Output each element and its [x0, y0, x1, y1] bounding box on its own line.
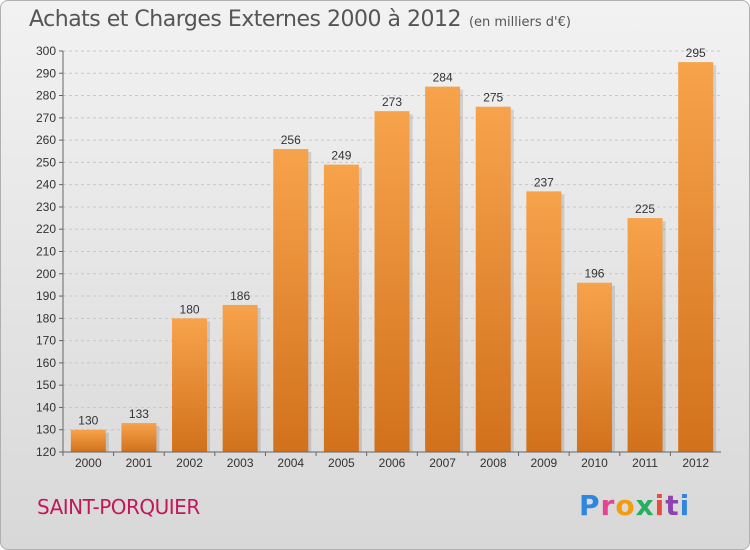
y-tick-label: 140	[36, 400, 56, 414]
y-tick-label: 280	[36, 89, 56, 103]
bar	[576, 282, 612, 452]
x-tick-label: 2005	[328, 456, 355, 470]
bar	[172, 318, 208, 452]
logo-letter: t	[665, 489, 680, 522]
data-label: 256	[281, 133, 301, 147]
logo-letter: i	[679, 489, 691, 522]
y-axis-ticks: 120 130 140 150 160 170 180 190 200 210 220 230 240 2…	[36, 44, 63, 459]
logo-letter: i	[654, 489, 666, 522]
y-tick-label: 300	[36, 44, 56, 58]
bars	[70, 62, 717, 453]
data-label: 295	[686, 46, 706, 60]
bar	[70, 429, 106, 452]
commune-name: SAINT-PORQUIER	[37, 495, 200, 519]
y-tick-label: 250	[36, 155, 56, 169]
x-tick-label: 2012	[682, 456, 709, 470]
data-label: 225	[635, 202, 655, 216]
y-tick-label: 170	[36, 334, 56, 348]
bar	[273, 149, 309, 452]
chart-title-text: Achats et Charges Externes 2000 à 2012	[29, 7, 461, 32]
x-tick-label: 2010	[581, 456, 608, 470]
bar	[425, 86, 461, 453]
bar	[222, 304, 258, 452]
x-tick-label: 2008	[480, 456, 507, 470]
x-tick-label: 2011	[632, 456, 658, 470]
y-tick-label: 290	[36, 66, 56, 80]
y-tick-label: 180	[36, 311, 56, 325]
x-tick-label: 2006	[379, 456, 406, 470]
x-axis-ticks: 2000 2001 2002 2003 2004 2005 2006 2007 2008 2009…	[62, 452, 709, 470]
data-label: 133	[129, 407, 149, 421]
data-label: 284	[433, 71, 453, 85]
x-tick-label: 2003	[227, 456, 254, 470]
logo-letter: P	[579, 489, 601, 522]
data-label: 275	[483, 91, 503, 105]
bar	[475, 106, 511, 452]
data-label: 249	[331, 149, 351, 163]
bar	[526, 191, 562, 452]
logo-letter: x	[635, 489, 655, 522]
chart-unit: (en milliers d'€)	[468, 15, 571, 30]
y-tick-label: 240	[36, 178, 56, 192]
y-tick-label: 160	[36, 356, 56, 370]
bar	[323, 164, 359, 452]
data-label: 130	[78, 414, 98, 428]
bar	[627, 218, 663, 452]
y-tick-label: 270	[36, 111, 56, 125]
data-labels: 130 133 180 186 256 249 273 284 275 237 196 225 295	[78, 46, 706, 428]
y-tick-label: 260	[36, 133, 56, 147]
bar	[678, 62, 714, 453]
x-tick-label: 2007	[429, 456, 456, 470]
y-tick-label: 210	[36, 245, 56, 259]
x-tick-label: 2000	[75, 456, 102, 470]
bar	[374, 111, 410, 453]
y-tick-label: 230	[36, 200, 56, 214]
logo-letter: o	[615, 489, 636, 522]
proxiti-logo: Proxiti	[579, 489, 690, 522]
y-tick-label: 220	[36, 222, 56, 236]
y-tick-label: 120	[36, 445, 56, 459]
bar	[121, 423, 157, 452]
y-tick-label: 150	[36, 378, 56, 392]
x-tick-label: 2009	[530, 456, 557, 470]
x-tick-label: 2004	[277, 456, 304, 470]
x-tick-label: 2002	[176, 456, 203, 470]
y-tick-label: 200	[36, 267, 56, 281]
data-label: 180	[180, 302, 200, 316]
data-label: 273	[382, 95, 402, 109]
data-label: 237	[534, 175, 554, 189]
y-tick-label: 190	[36, 289, 56, 303]
chart-title: Achats et Charges Externes 2000 à 2012 (e…	[29, 7, 571, 32]
data-label: 186	[230, 289, 250, 303]
y-tick-label: 130	[36, 423, 56, 437]
logo-letter: r	[600, 489, 616, 522]
x-tick-label: 2001	[126, 456, 153, 470]
data-label: 196	[584, 267, 604, 281]
